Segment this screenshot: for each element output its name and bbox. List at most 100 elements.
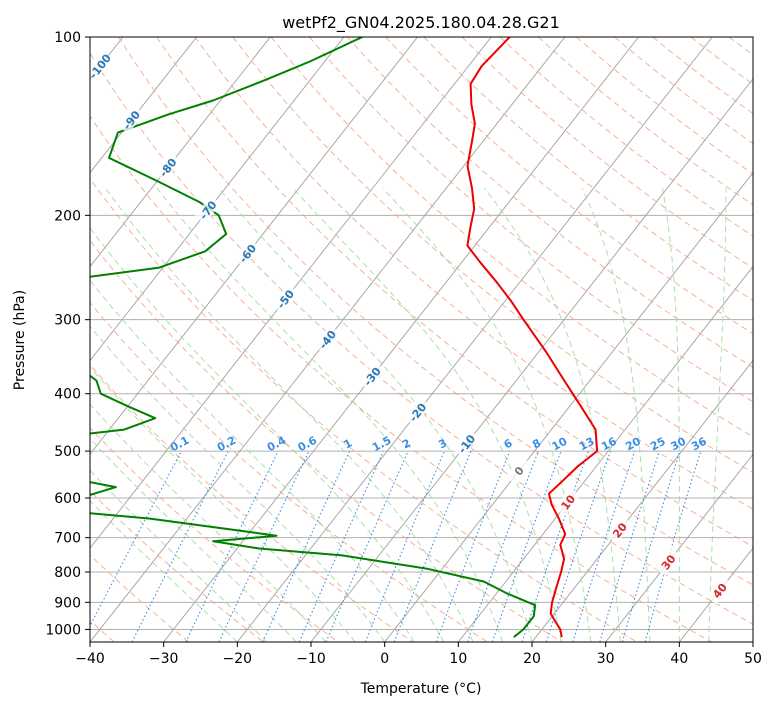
sounding-series <box>90 37 599 638</box>
mixing-ratio-label: 16 <box>599 435 619 454</box>
isotherm-label-bg <box>194 195 221 225</box>
x-tick-label: 0 <box>380 651 389 667</box>
dry-adiabat <box>90 52 753 625</box>
y-tick-label: 100 <box>54 30 81 46</box>
mixing-ratio-lines <box>90 450 702 642</box>
temperature-profile <box>466 37 599 638</box>
moist-adiabat <box>90 500 238 642</box>
dry-adiabat <box>90 490 264 642</box>
moist-adiabat <box>156 187 503 642</box>
dewpoint-profile <box>90 37 537 638</box>
mixing-ratio-line <box>621 450 681 642</box>
dry-adiabat <box>576 37 753 175</box>
moist-adiabat <box>90 227 445 642</box>
chart-title: wetPf2_GN04.2025.180.04.28.G21 <box>282 13 560 33</box>
y-tick-label: 700 <box>54 531 81 547</box>
isotherm-line <box>163 37 639 642</box>
isotherm-line <box>457 265 753 642</box>
isotherm-label-bg <box>505 456 532 485</box>
mixing-ratio-line <box>466 450 539 642</box>
x-axis-title: Temperature (°C) <box>360 681 482 697</box>
moist-adiabat <box>708 188 727 642</box>
isotherm-label-bg <box>271 284 299 314</box>
y-tick-label: 900 <box>54 595 81 611</box>
y-tick-label: 600 <box>54 491 81 507</box>
isotherm-label-bg <box>154 152 181 182</box>
mixing-ratio-line <box>572 450 636 642</box>
x-tick-label: −40 <box>75 651 105 667</box>
isotherm-line <box>605 453 753 642</box>
dry-adiabat <box>232 37 753 474</box>
isotherm-line <box>310 78 753 642</box>
moist-adiabat <box>581 187 651 642</box>
isotherm-line <box>236 37 713 642</box>
isotherm-line <box>90 37 345 362</box>
isotherm-label-bg <box>234 238 261 268</box>
x-tick-label: −30 <box>149 651 179 667</box>
y-axis-title: Pressure (hPa) <box>12 290 28 390</box>
pressure-gridlines <box>90 37 753 630</box>
isotherm-line <box>90 37 492 549</box>
dry-adiabat <box>461 37 753 269</box>
mixing-ratio-line <box>393 450 472 642</box>
moist-adiabat <box>90 437 297 642</box>
y-tick-label: 400 <box>54 387 81 403</box>
isotherm-label-bg <box>90 51 113 81</box>
plot-area: 0.10.20.40.611.52346810131620253036-100-… <box>90 37 753 642</box>
x-tick-label: 40 <box>670 651 688 667</box>
dry-adiabat <box>309 37 753 403</box>
x-tick-label: −10 <box>296 651 326 667</box>
mixing-ratio-line <box>435 450 511 642</box>
dry-adiabat <box>347 37 753 368</box>
moist-adiabat <box>105 187 474 642</box>
dry-adiabat <box>499 37 753 237</box>
isotherm-line <box>90 37 271 268</box>
dry-adiabat <box>156 37 753 548</box>
moist-adiabat <box>90 366 356 642</box>
mixing-ratio-label: 30 <box>669 435 689 454</box>
dry-adiabat <box>90 301 488 642</box>
isotherm-label-bg <box>404 397 431 427</box>
mixing-ratio-line <box>131 450 229 642</box>
x-tick-label: 50 <box>744 651 762 667</box>
mixing-ratio-line <box>325 450 409 642</box>
mixing-ratio-label: 36 <box>689 435 709 454</box>
dry-adiabat <box>270 37 753 438</box>
dry-adiabat <box>118 37 753 586</box>
isotherm-label-bg <box>554 487 581 517</box>
dry-adiabat <box>614 37 753 145</box>
mixing-ratio-label: 10 <box>550 435 570 454</box>
moist-adiabat <box>218 187 533 642</box>
moist-adiabat <box>90 325 386 642</box>
x-tick-label: 30 <box>597 651 615 667</box>
mixing-ratio-line <box>298 450 384 642</box>
dry-adiabat-lines <box>90 37 753 642</box>
moist-adiabat <box>662 188 680 642</box>
moist-adiabat <box>90 469 268 642</box>
isotherm-label-bg <box>453 429 480 458</box>
x-axis: −40 −30 −20 −10 0 10 20 30 40 50 <box>75 642 762 667</box>
moist-adiabat <box>90 403 327 642</box>
y-tick-label: 300 <box>54 313 81 329</box>
y-tick-label: 1000 <box>45 622 81 638</box>
isotherm-label-bg <box>606 515 633 545</box>
mixing-ratio-label: 25 <box>648 435 668 454</box>
plot-frame <box>89 36 754 643</box>
y-tick-label: 500 <box>54 444 81 460</box>
isotherm-line <box>90 37 197 174</box>
mixing-ratio-label: 13 <box>577 435 597 454</box>
x-tick-label: −20 <box>223 651 253 667</box>
moist-adiabat-lines <box>90 187 727 642</box>
isotherm-label-bg <box>706 576 733 605</box>
x-tick-label: 10 <box>449 651 467 667</box>
mixing-ratio-line <box>491 450 562 642</box>
isotherm-line <box>384 172 753 642</box>
y-tick-label: 800 <box>54 565 81 581</box>
dry-adiabat <box>90 364 414 642</box>
isotherm-line <box>531 359 753 642</box>
isotherm-label-bg <box>654 547 682 577</box>
isotherm-label-bg <box>117 105 145 134</box>
moist-adiabat <box>292 187 562 642</box>
